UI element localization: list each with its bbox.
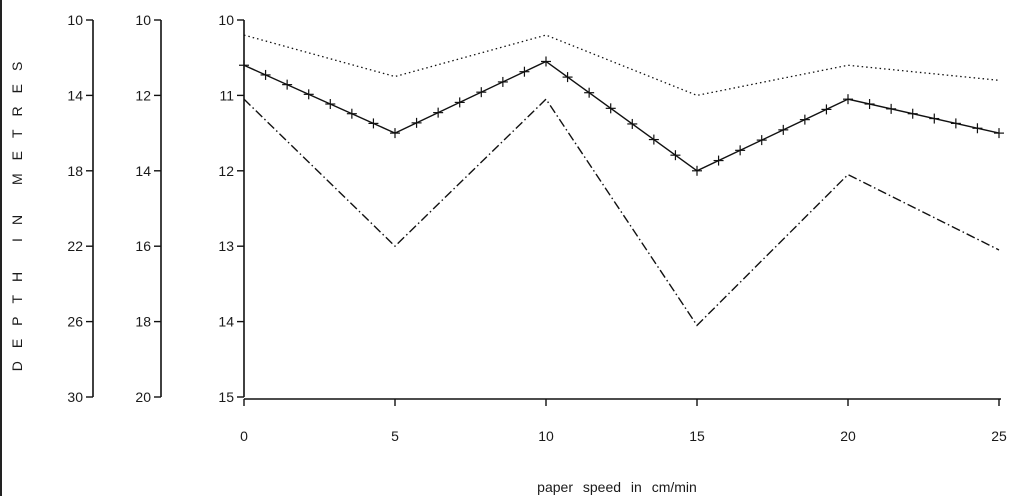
x-tick-label: 0 [240, 428, 248, 444]
depth-axis-middle: 10 12 14 16 18 20 [135, 12, 162, 405]
y-tick-label: 18 [67, 163, 83, 179]
series-layer [239, 34, 1004, 327]
y-tick-label: 16 [135, 238, 151, 254]
y-tick-label: 30 [67, 389, 83, 405]
series-line-1 [243, 34, 1000, 97]
y-tick-label: 26 [67, 314, 83, 330]
y-tick-label: 20 [135, 389, 151, 405]
y-tick-label: 14 [135, 163, 151, 179]
y-tick-label: 14 [218, 314, 234, 330]
y-tick-label: 12 [218, 163, 234, 179]
series-line-2 [243, 60, 1000, 172]
x-axis: 0 5 10 15 20 25 [240, 398, 1007, 444]
y-tick-label: 10 [135, 12, 151, 28]
x-axis-title: paper speed in cm/min [537, 479, 697, 495]
y-tick-label: 18 [135, 314, 151, 330]
x-tick-label: 15 [689, 428, 705, 444]
series-line-3 [243, 98, 1000, 327]
x-tick-label: 10 [538, 428, 554, 444]
y-tick-label: 15 [218, 389, 234, 405]
y-tick-label: 10 [67, 12, 83, 28]
y-tick-label: 10 [218, 12, 234, 28]
y-tick-label: 11 [219, 87, 234, 103]
x-tick-label: 25 [991, 428, 1007, 444]
y-tick-label: 22 [67, 238, 83, 254]
y-tick-label: 14 [67, 87, 83, 103]
y-tick-label: 12 [135, 87, 151, 103]
depth-axis-outer: 10 14 18 22 26 30 [67, 12, 94, 405]
x-tick-label: 5 [391, 428, 399, 444]
y-axis-title: DEPTH IN METRES [9, 49, 25, 372]
x-tick-label: 20 [840, 428, 856, 444]
y-tick-label: 13 [218, 238, 234, 254]
depth-axis-main: 10 11 12 13 14 15 [218, 12, 245, 405]
